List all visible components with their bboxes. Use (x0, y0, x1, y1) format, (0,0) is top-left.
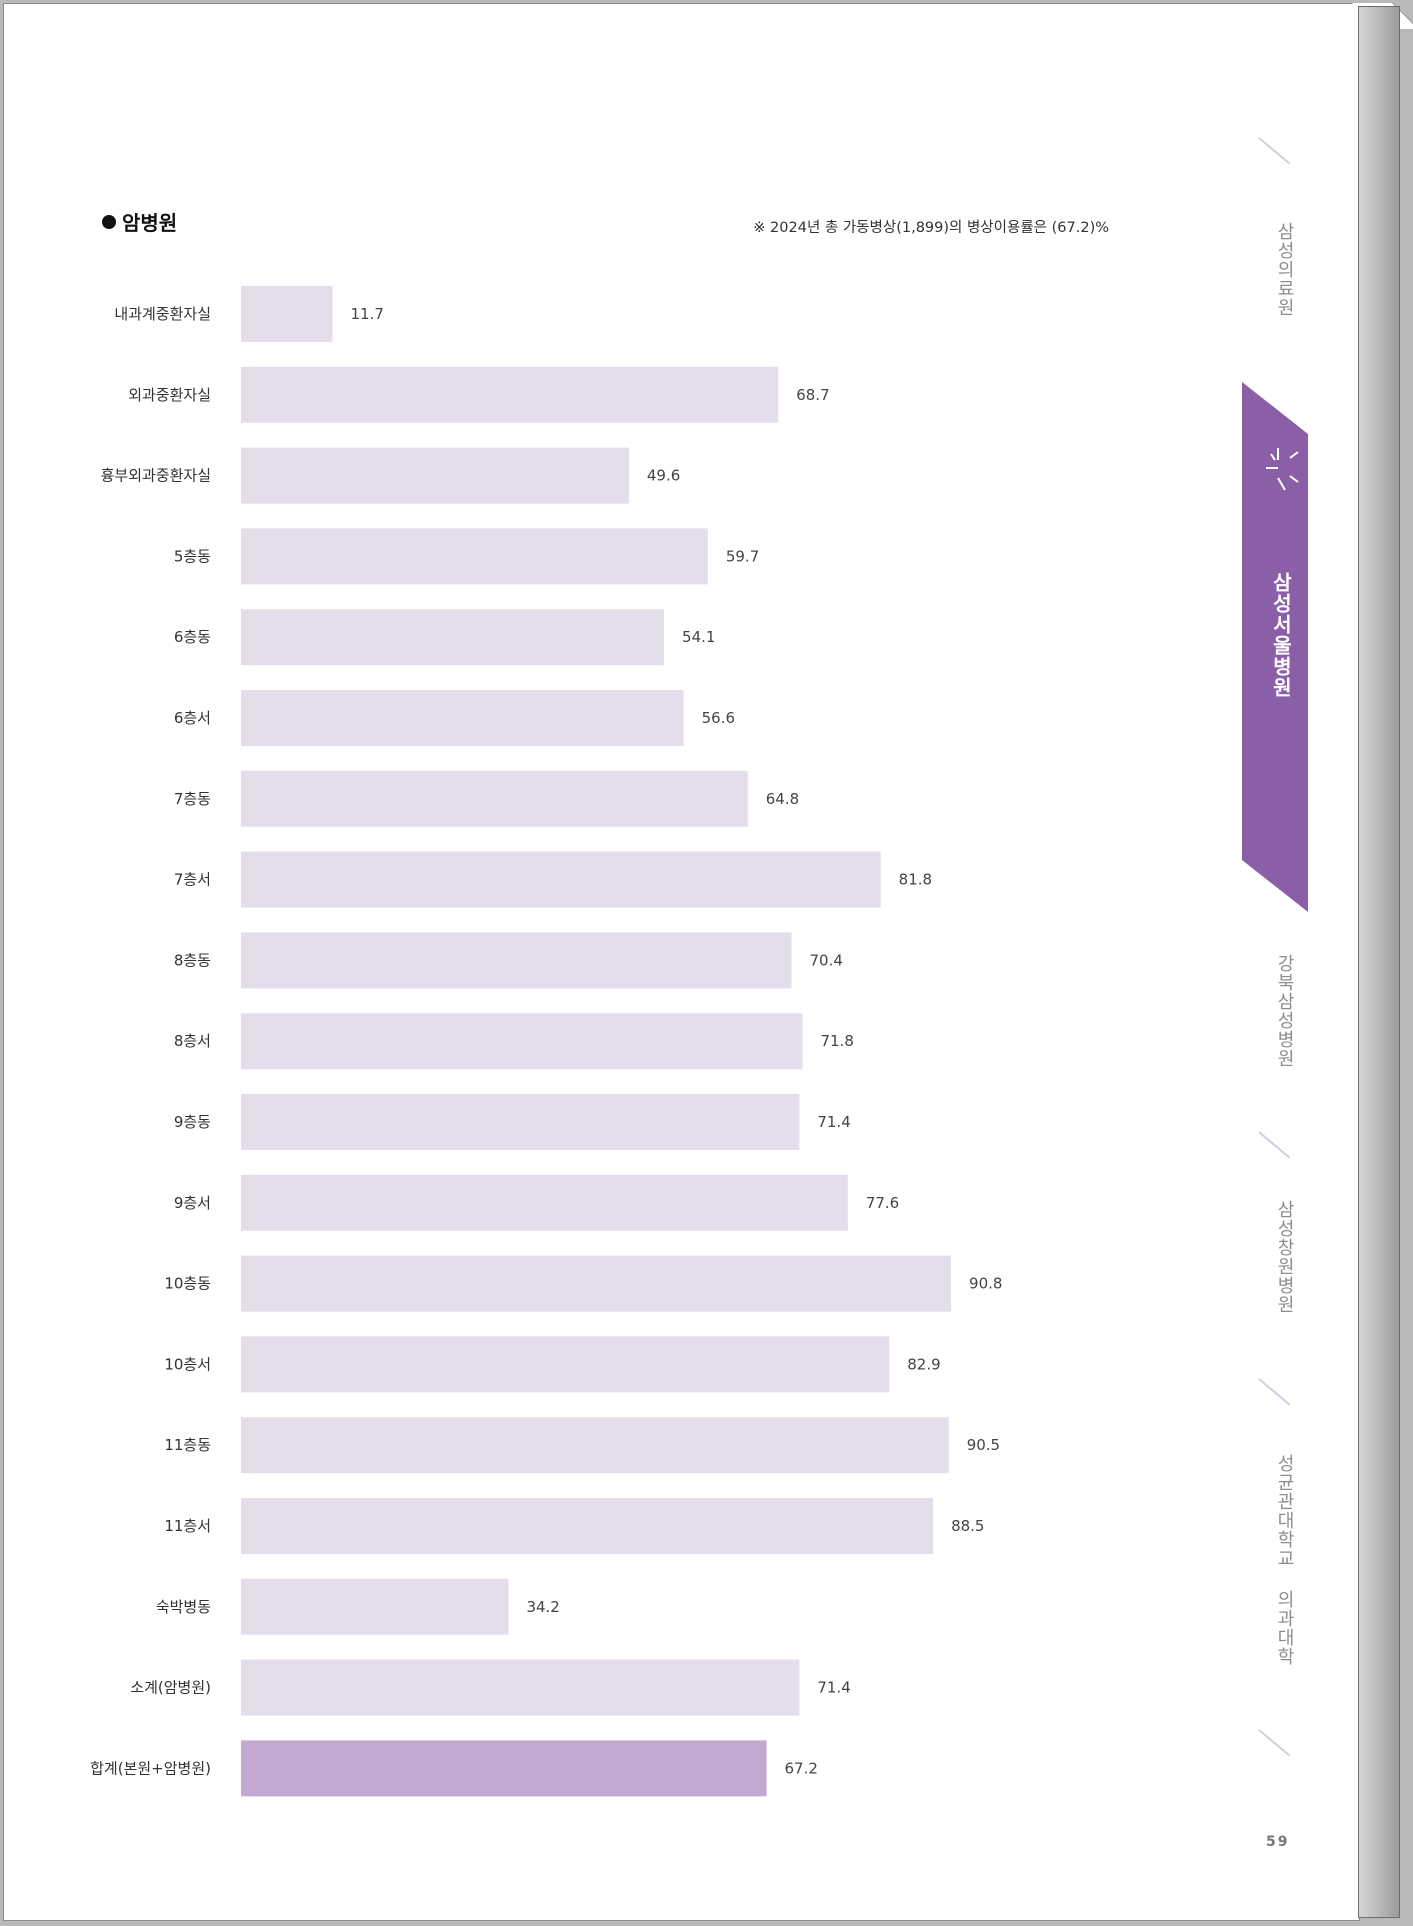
divider-slash (1258, 1378, 1291, 1406)
category-label: 6층동 (174, 628, 211, 646)
category-label: 7층서 (174, 871, 211, 889)
value-label: 90.5 (967, 1436, 1000, 1454)
category-label: 합계(본원+암병원) (90, 1759, 211, 1777)
section-title-text: 암병원 (122, 211, 178, 235)
tab-kangbuk-samsung-hospital[interactable]: 강북삼성병원 (1274, 954, 1295, 1068)
tab-samsung-changwon-hospital[interactable]: 삼성창원병원 (1274, 1200, 1295, 1314)
bar (241, 690, 684, 746)
bar (241, 447, 629, 504)
page-number: 59 (1266, 1834, 1290, 1850)
category-label: 내과계중환자실 (114, 305, 211, 323)
value-label: 90.8 (969, 1275, 1002, 1293)
category-label: 8층동 (174, 951, 211, 969)
divider-slash (1258, 137, 1291, 165)
bar (241, 1255, 952, 1312)
category-label: 9층동 (174, 1113, 211, 1131)
value-label: 56.6 (702, 709, 735, 727)
divider-slash (1258, 1131, 1291, 1159)
bar (241, 286, 333, 342)
value-label: 59.7 (726, 547, 759, 565)
bar (241, 528, 708, 585)
value-label: 77.6 (866, 1194, 899, 1212)
bar-chart: 내과계중환자실 11.7 외과중환자실 68.7 흉부외과중환자실 49.6 5층동 59.7… (90, 286, 1002, 1797)
category-label: 숙박병동 (156, 1598, 211, 1616)
category-label: 10층동 (164, 1275, 211, 1293)
value-label: 88.5 (951, 1517, 984, 1535)
value-label: 82.9 (907, 1355, 940, 1373)
bar (241, 1336, 890, 1393)
category-label: 10층서 (164, 1355, 211, 1373)
category-label: 7층동 (174, 790, 211, 808)
bar (241, 609, 665, 666)
value-label: 71.4 (817, 1679, 850, 1697)
divider-slash (1258, 1729, 1291, 1757)
value-label: 81.8 (899, 871, 932, 889)
bar (241, 1013, 803, 1070)
bar (241, 1094, 800, 1150)
tab-samsung-seoul-hospital[interactable] (1242, 382, 1308, 912)
tab-samsung-medical-center[interactable]: 삼성의료원 (1274, 222, 1295, 317)
bar (241, 932, 792, 989)
value-label: 70.4 (810, 951, 843, 969)
category-label: 소계(암병원) (130, 1679, 211, 1697)
bullet-icon (102, 214, 116, 229)
bar (241, 1659, 800, 1716)
category-label: 외과중환자실 (128, 386, 211, 404)
tab-samsung-seoul-hospital-label: 삼성서울병원 (1269, 572, 1293, 698)
value-label: 49.6 (647, 467, 680, 485)
total-bar (241, 1740, 767, 1797)
bar (241, 770, 748, 827)
value-label: 71.8 (820, 1032, 853, 1050)
category-label: 11층서 (164, 1517, 211, 1535)
bar (241, 1498, 934, 1554)
category-label: 11층동 (164, 1436, 211, 1454)
section-title: 암병원 (102, 207, 177, 236)
category-label: 흉부외과중환자실 (101, 467, 211, 485)
bar (241, 1578, 509, 1635)
sparkle-icon (1266, 448, 1299, 491)
tab-sungkyunkwan-medical-school[interactable]: 성균관대학교 의과대학 (1274, 1454, 1295, 1666)
value-label: 54.1 (682, 628, 715, 646)
value-label: 71.4 (817, 1113, 850, 1131)
page-stack-edge (1358, 6, 1400, 1918)
value-label: 67.2 (785, 1759, 818, 1777)
bar (241, 1417, 949, 1474)
value-label: 11.7 (350, 305, 383, 323)
category-label: 9층서 (174, 1194, 211, 1212)
bar (241, 1174, 848, 1231)
value-label: 68.7 (796, 386, 829, 404)
value-label: 64.8 (766, 790, 799, 808)
category-label: 6층서 (174, 709, 211, 727)
value-label: 34.2 (526, 1598, 559, 1616)
bar (241, 851, 881, 908)
bar (241, 366, 779, 423)
category-label: 8층서 (174, 1032, 211, 1050)
utilization-note: ※ 2024년 총 가동병상(1,899)의 병상이용률은 (67.2)% (753, 220, 1109, 236)
category-label: 5층동 (174, 547, 211, 565)
page: 암병원 ※ 2024년 총 가동병상(1,899)의 병상이용률은 (67.2)… (3, 3, 1360, 1921)
